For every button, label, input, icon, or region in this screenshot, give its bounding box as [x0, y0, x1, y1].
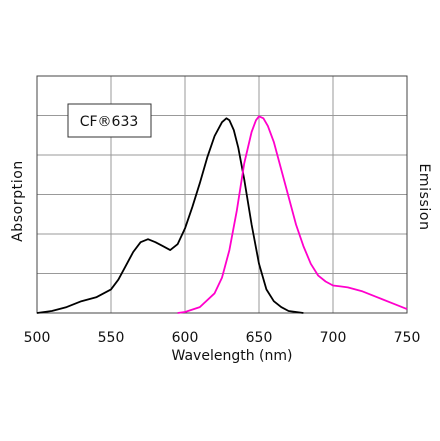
right-axis-title: Emission [416, 163, 432, 230]
x-tick-label: 700 [320, 330, 347, 346]
x-tick-labels: 500 550 600 650 700 750 [24, 330, 421, 346]
legend-frame [67, 103, 152, 138]
x-tick-label: 550 [98, 330, 125, 346]
series-layer [36, 115, 408, 314]
x-tick-label: 500 [24, 330, 51, 346]
x-tick-label: 600 [172, 330, 199, 346]
left-axis-title: Absorption [10, 160, 26, 242]
absorption-curve [36, 117, 304, 314]
emission-curve [177, 115, 408, 314]
legend-box: CF®633 [67, 103, 152, 138]
plot-frame [36, 75, 408, 314]
legend-label: CF®633 [80, 114, 139, 130]
x-axis-title: Wavelength (nm) [172, 348, 293, 364]
x-tick-label: 650 [246, 330, 273, 346]
x-tick-label: 750 [394, 330, 421, 346]
